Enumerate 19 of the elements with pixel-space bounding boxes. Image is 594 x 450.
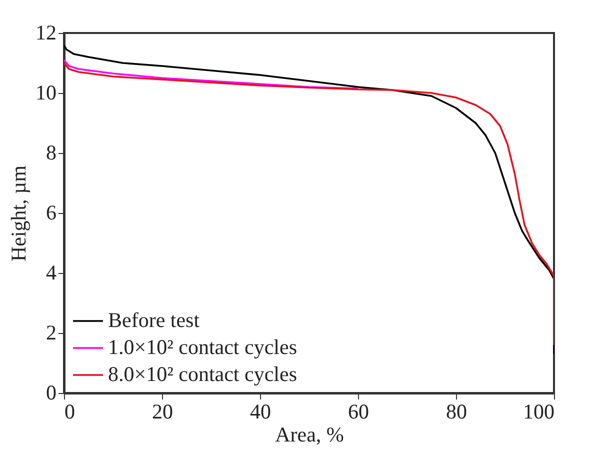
legend-label: 8.0×10² contact cycles [108, 362, 297, 386]
x-tick-label: 40 [250, 400, 271, 424]
y-tick-label: 0 [46, 380, 56, 404]
x-tick-label: 20 [152, 400, 173, 424]
y-tick-label: 12 [36, 20, 56, 44]
x-tick-label: 80 [446, 400, 467, 424]
x-axis-title: Area, % [275, 422, 344, 446]
y-tick-label: 2 [46, 320, 56, 344]
legend-label: Before test [108, 308, 200, 332]
y-axis-title: Height, µm [6, 165, 30, 262]
line-series [64, 59, 359, 90]
x-tick-label: 100 [523, 400, 554, 424]
x-tick-label: 60 [348, 400, 369, 424]
y-tick-label: 6 [46, 200, 56, 224]
x-tick-label: 0 [64, 400, 75, 424]
y-tick-label: 8 [46, 140, 56, 164]
y-tick-label: 10 [36, 80, 56, 104]
y-tick-label: 4 [46, 260, 57, 284]
legend-label: 1.0×10² contact cycles [108, 335, 297, 359]
